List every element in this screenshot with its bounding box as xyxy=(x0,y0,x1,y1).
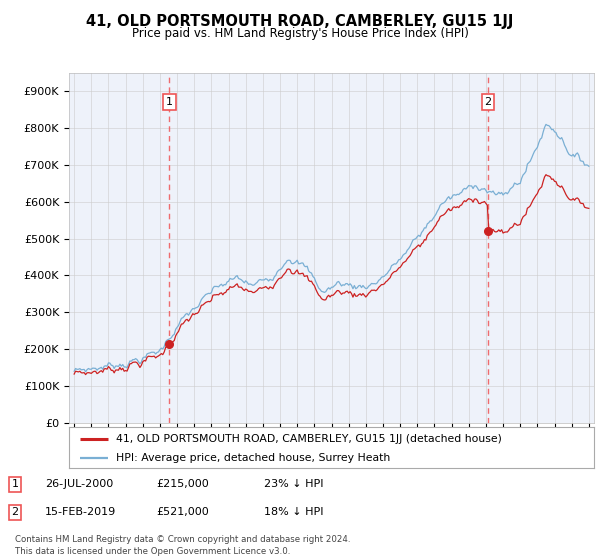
Text: 23% ↓ HPI: 23% ↓ HPI xyxy=(264,479,323,489)
Text: 15-FEB-2019: 15-FEB-2019 xyxy=(45,507,116,517)
Text: 41, OLD PORTSMOUTH ROAD, CAMBERLEY, GU15 1JJ (detached house): 41, OLD PORTSMOUTH ROAD, CAMBERLEY, GU15… xyxy=(116,433,502,444)
Text: Price paid vs. HM Land Registry's House Price Index (HPI): Price paid vs. HM Land Registry's House … xyxy=(131,27,469,40)
Text: 1: 1 xyxy=(166,97,173,108)
Text: 18% ↓ HPI: 18% ↓ HPI xyxy=(264,507,323,517)
Text: 2: 2 xyxy=(484,97,491,108)
Text: Contains HM Land Registry data © Crown copyright and database right 2024.
This d: Contains HM Land Registry data © Crown c… xyxy=(15,535,350,556)
Text: 1: 1 xyxy=(11,479,19,489)
Text: £215,000: £215,000 xyxy=(156,479,209,489)
Text: 2: 2 xyxy=(11,507,19,517)
Text: 26-JUL-2000: 26-JUL-2000 xyxy=(45,479,113,489)
Text: HPI: Average price, detached house, Surrey Heath: HPI: Average price, detached house, Surr… xyxy=(116,452,391,463)
Text: 41, OLD PORTSMOUTH ROAD, CAMBERLEY, GU15 1JJ: 41, OLD PORTSMOUTH ROAD, CAMBERLEY, GU15… xyxy=(86,14,514,29)
Text: £521,000: £521,000 xyxy=(156,507,209,517)
